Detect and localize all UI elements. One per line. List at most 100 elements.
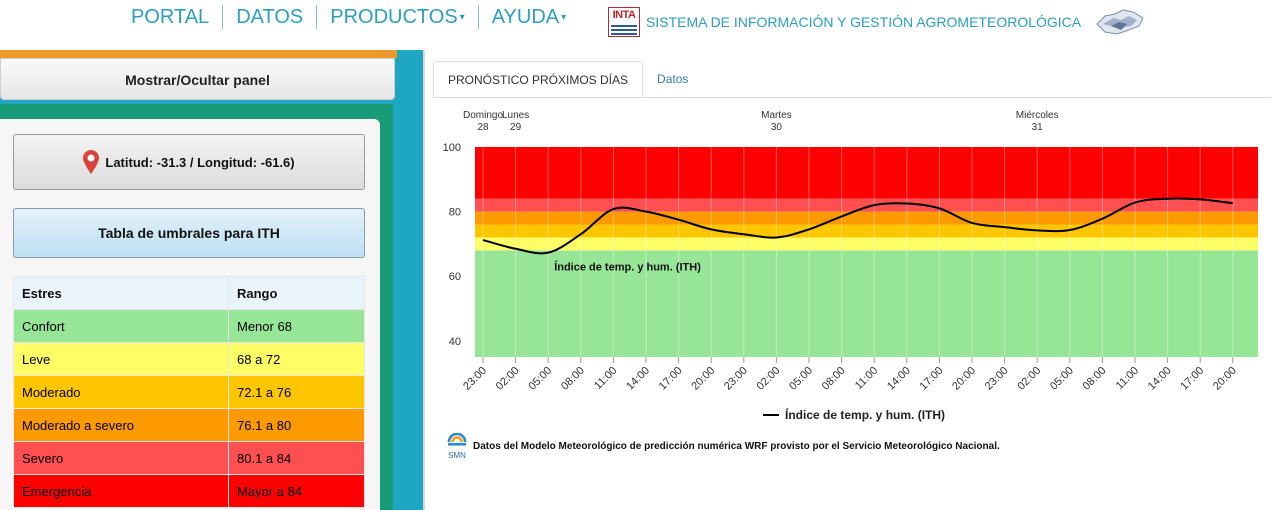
table-row: Moderado a severo 76.1 a 80 <box>13 408 365 442</box>
panel-separator-line <box>423 50 425 510</box>
threshold-band <box>475 198 1258 212</box>
x-tick-label: 17:00 <box>1178 365 1206 393</box>
nav-item-label: PORTAL <box>131 6 210 28</box>
coordinates-button[interactable]: Latitud: -31.3 / Longitud: -61.6) <box>13 134 365 190</box>
nav-item-productos[interactable]: PRODUCTOS ▾ <box>317 5 479 29</box>
tab-data[interactable]: Datos <box>657 72 689 86</box>
x-tick-label: 14:00 <box>885 365 913 393</box>
nav-item-label: PRODUCTOS <box>330 6 458 28</box>
y-tick-label: 100 <box>443 142 461 154</box>
x-tick-label: 20:00 <box>689 365 717 393</box>
stress-level-cell: Moderado a severo <box>13 408 229 442</box>
nav-item-ayuda[interactable]: AYUDA ▾ <box>479 5 579 29</box>
x-tick-label: 11:00 <box>853 365 880 392</box>
threshold-band <box>475 250 1258 357</box>
x-tick-label: 05:00 <box>526 365 554 393</box>
range-cell: Mayor a 84 <box>228 474 365 508</box>
x-tick-label: 23:00 <box>983 365 1011 393</box>
site-title: SISTEMA DE INFORMACIÓN Y GESTIÓN AGROMET… <box>646 14 1082 30</box>
ith-series-line <box>482 197 1233 255</box>
table-header-row: Estres Rango <box>13 276 365 310</box>
x-tick-label: 23:00 <box>461 365 489 393</box>
panel-divider <box>397 50 423 510</box>
x-tick-label: 14:00 <box>624 365 652 393</box>
nav-item-portal[interactable]: PORTAL <box>118 5 224 29</box>
day-number-label: 31 <box>1032 122 1044 133</box>
header-rango: Rango <box>228 276 365 310</box>
nav-item-label: DATOS <box>236 6 304 28</box>
x-tick-label: 20:00 <box>1211 365 1239 393</box>
inta-logo-text: INTA <box>612 9 636 21</box>
series-annotation: Índice de temp. y hum. (ITH) <box>554 261 701 274</box>
x-tick-label: 23:00 <box>722 365 750 393</box>
x-tick-label: 17:00 <box>657 365 685 393</box>
x-tick-label: 11:00 <box>1114 365 1141 392</box>
stress-level-cell: Moderado <box>13 375 229 409</box>
left-panel: Mostrar/Ocultar panel Latitud: -31.3 / L… <box>0 50 397 510</box>
x-tick-label: 11:00 <box>592 365 619 392</box>
smn-logo: SMN <box>445 433 469 460</box>
y-tick-label: 60 <box>449 271 461 283</box>
day-name-label: Martes <box>761 110 792 121</box>
x-tick-label: 02:00 <box>1015 365 1043 393</box>
threshold-band <box>475 211 1258 225</box>
y-tick-label: 40 <box>449 336 461 348</box>
ith-thresholds-table: Estres Rango Confort Menor 68 Leve 68 a 72 M… <box>13 276 365 508</box>
stress-level-cell: Leve <box>13 342 229 376</box>
top-navbar: PORTAL DATOS PRODUCTOS ▾ AYUDA ▾ INTA SISTEMA… <box>0 0 1278 50</box>
smn-label: SMN <box>448 451 466 460</box>
x-tick-label: 02:00 <box>755 365 783 393</box>
day-number-label: 30 <box>771 122 783 133</box>
range-cell: 80.1 a 84 <box>228 441 365 475</box>
x-tick-label: 14:00 <box>1146 365 1174 393</box>
credit-text: Datos del Modelo Meteorológico de predic… <box>473 441 1000 452</box>
toggle-panel-button[interactable]: Mostrar/Ocultar panel <box>0 58 395 100</box>
day-name-label: Lunes <box>502 110 529 121</box>
data-credit: SMN Datos del Modelo Meteorológico de pr… <box>445 433 1000 460</box>
day-number-label: 29 <box>510 122 522 133</box>
x-tick-label: 08:00 <box>820 365 848 393</box>
threshold-band <box>475 224 1258 238</box>
stress-level-cell: Confort <box>13 309 229 343</box>
x-tick-label: 08:00 <box>1081 365 1109 393</box>
table-row: Moderado 72.1 a 76 <box>13 375 365 409</box>
x-tick-label: 02:00 <box>494 365 522 393</box>
range-cell: 68 a 72 <box>228 342 365 376</box>
x-tick-label: 05:00 <box>1048 365 1076 393</box>
x-tick-label: 08:00 <box>559 365 587 393</box>
main-nav: PORTAL DATOS PRODUCTOS ▾ AYUDA ▾ <box>118 0 579 34</box>
nav-item-label: AYUDA <box>491 6 560 28</box>
table-row: Severo 80.1 a 84 <box>13 441 365 475</box>
caret-down-icon: ▾ <box>561 11 567 23</box>
nav-item-datos[interactable]: DATOS <box>223 5 318 29</box>
day-number-label: 28 <box>477 122 489 133</box>
stress-level-cell: Severo <box>13 441 229 475</box>
table-row: Leve 68 a 72 <box>13 342 365 376</box>
tab-forecast[interactable]: PRONÓSTICO PRÓXIMOS DÍAS <box>433 61 644 98</box>
thresholds-table-button[interactable]: Tabla de umbrales para ITH <box>13 208 365 258</box>
map-icon <box>1096 9 1144 35</box>
threshold-band <box>475 147 1258 199</box>
tab-underline <box>433 97 1271 98</box>
range-cell: 72.1 a 76 <box>228 375 365 409</box>
y-tick-label: 80 <box>449 207 461 219</box>
coordinates-label: Latitud: -31.3 / Longitud: -61.6) <box>105 154 295 170</box>
header-estres: Estres <box>13 276 229 310</box>
smn-icon <box>447 433 467 446</box>
site-brand[interactable]: INTA SISTEMA DE INFORMACIÓN Y GESTIÓN AG… <box>608 6 1147 38</box>
threshold-band <box>475 237 1258 251</box>
caret-down-icon: ▾ <box>459 11 465 23</box>
day-name-label: Miércoles <box>1016 110 1059 121</box>
tab-bar: PRONÓSTICO PRÓXIMOS DÍAS Datos <box>433 61 702 98</box>
location-pin-icon <box>83 150 100 174</box>
inta-logo: INTA <box>608 7 640 37</box>
main-content: PRONÓSTICO PRÓXIMOS DÍAS Datos 100 80 60 40… <box>425 50 1278 510</box>
panel-top-strip <box>0 50 397 58</box>
chart-legend[interactable]: Índice de temp. y hum. (ITH) <box>763 407 945 422</box>
x-tick-label: 17:00 <box>918 365 946 393</box>
ith-chart-container: 100 80 60 40 23:00 02:00 05:00 08:00 11:00 14:00… <box>433 98 1271 458</box>
legend-label: Índice de temp. y hum. (ITH) <box>785 407 945 422</box>
range-cell: Menor 68 <box>228 309 365 343</box>
stress-level-cell: Emergencia <box>13 474 229 508</box>
